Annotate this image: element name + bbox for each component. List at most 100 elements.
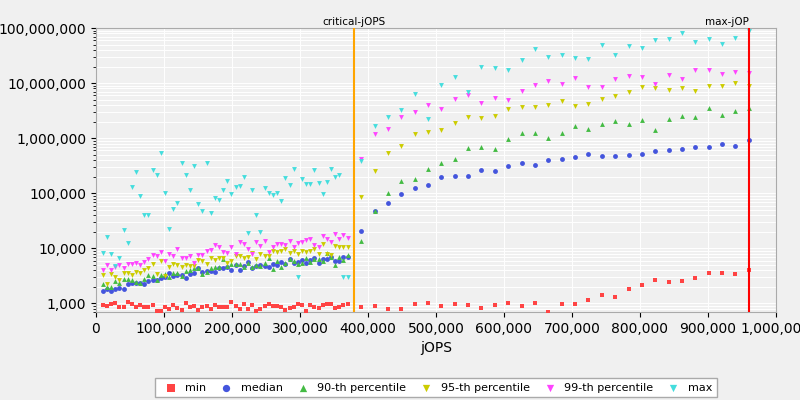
99-th percentile (101, 262, 114, 268)
median (117, 286, 130, 292)
max (325, 165, 338, 172)
99-th percentile (242, 246, 254, 252)
95-th percentile (542, 102, 554, 108)
median (675, 146, 688, 152)
99-th percentile (167, 253, 180, 259)
min (217, 304, 230, 310)
max (204, 210, 217, 216)
max (122, 240, 134, 246)
90-th percentile (649, 126, 662, 133)
median (502, 162, 514, 169)
90-th percentile (595, 120, 608, 127)
95-th percentile (213, 254, 226, 261)
max (254, 228, 267, 235)
95-th percentile (395, 143, 408, 150)
99-th percentile (254, 243, 267, 250)
95-th percentile (154, 258, 167, 265)
99-th percentile (515, 87, 528, 94)
max (489, 65, 502, 71)
90-th percentile (109, 278, 122, 285)
min (395, 306, 408, 312)
min (337, 302, 350, 308)
90-th percentile (262, 254, 275, 261)
median (408, 185, 421, 191)
median (250, 263, 262, 270)
90-th percentile (250, 262, 262, 268)
99-th percentile (368, 131, 381, 137)
90-th percentile (295, 260, 308, 266)
max (300, 181, 313, 187)
90-th percentile (234, 261, 246, 268)
99-th percentile (475, 100, 488, 106)
median (266, 260, 279, 267)
90-th percentile (742, 104, 755, 111)
90-th percentile (142, 272, 155, 278)
min (408, 301, 421, 307)
median (171, 272, 184, 278)
99-th percentile (134, 262, 146, 269)
min (142, 304, 155, 310)
max (382, 114, 394, 120)
min (101, 303, 114, 310)
min (742, 266, 755, 273)
median (126, 280, 138, 287)
max (209, 194, 222, 201)
90-th percentile (555, 130, 568, 136)
90-th percentile (179, 268, 192, 274)
min (662, 279, 675, 286)
median (142, 278, 155, 284)
median (355, 228, 368, 234)
95-th percentile (325, 252, 338, 258)
Text: critical-jOPS: critical-jOPS (322, 16, 386, 26)
median (192, 265, 205, 271)
min (229, 303, 242, 309)
90-th percentile (242, 260, 254, 266)
90-th percentile (368, 208, 381, 215)
95-th percentile (475, 114, 488, 121)
median (175, 272, 188, 278)
99-th percentile (283, 238, 296, 244)
99-th percentile (529, 82, 542, 88)
95-th percentile (649, 85, 662, 91)
90-th percentile (333, 254, 346, 260)
max (96, 250, 109, 256)
95-th percentile (105, 271, 118, 277)
min (529, 299, 542, 306)
min (200, 302, 213, 309)
99-th percentile (204, 247, 217, 253)
99-th percentile (300, 237, 313, 243)
90-th percentile (126, 277, 138, 283)
99-th percentile (662, 72, 675, 78)
median (188, 270, 201, 276)
median (138, 281, 150, 287)
min (130, 304, 142, 310)
median (179, 275, 192, 281)
median (582, 150, 595, 157)
max (333, 172, 346, 178)
median (258, 262, 271, 269)
max (295, 176, 308, 182)
99-th percentile (109, 264, 122, 270)
99-th percentile (435, 106, 448, 112)
min (96, 302, 109, 308)
max (462, 88, 474, 95)
90-th percentile (154, 272, 167, 278)
99-th percentile (150, 253, 163, 259)
95-th percentile (150, 270, 163, 277)
99-th percentile (117, 264, 130, 271)
90-th percentile (134, 280, 146, 286)
min (179, 300, 192, 306)
median (229, 262, 242, 268)
99-th percentile (266, 244, 279, 250)
95-th percentile (167, 261, 180, 267)
99-th percentile (729, 68, 742, 75)
95-th percentile (295, 248, 308, 254)
90-th percentile (489, 146, 502, 152)
Legend: min, median, 90-th percentile, 95-th percentile, 99-th percentile, max: min, median, 90-th percentile, 95-th per… (155, 378, 717, 397)
95-th percentile (171, 262, 184, 268)
99-th percentile (126, 261, 138, 267)
median (395, 190, 408, 197)
median (291, 259, 304, 265)
max (162, 226, 175, 232)
median (204, 268, 217, 274)
